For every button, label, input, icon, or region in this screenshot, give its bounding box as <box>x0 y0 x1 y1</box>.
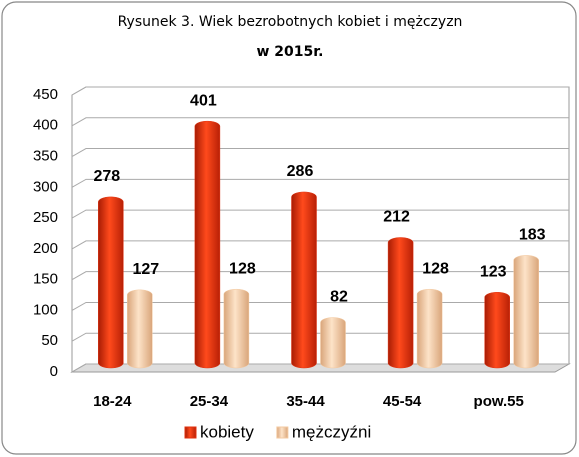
legend-swatch <box>276 426 289 439</box>
x-tick-label: 45-54 <box>383 393 422 410</box>
y-tick-label: 250 <box>33 209 58 226</box>
bar <box>223 288 250 369</box>
bar <box>416 288 443 369</box>
data-label: 278 <box>93 168 120 185</box>
y-tick-label: 400 <box>33 117 58 134</box>
grid-line <box>71 209 569 219</box>
x-tick-label: pow.55 <box>474 393 524 410</box>
data-label: 123 <box>480 264 507 281</box>
y-tick-label: 450 <box>33 86 58 103</box>
y-tick-label: 100 <box>33 301 58 318</box>
y-tick-label: 0 <box>50 363 58 380</box>
legend-label: kobiety <box>200 422 254 441</box>
bar <box>484 292 510 369</box>
grid-line <box>71 178 569 188</box>
y-tick-label: 200 <box>33 240 58 257</box>
bar <box>98 196 124 369</box>
chart-subtitle: w 2015r. <box>257 44 324 60</box>
data-label: 128 <box>422 260 449 277</box>
bar <box>127 289 153 369</box>
y-tick-label: 300 <box>33 178 58 195</box>
chart-title: Rysunek 3. Wiek bezrobotnych kobiet i mę… <box>118 14 463 30</box>
data-label: 183 <box>519 227 546 244</box>
bar <box>387 237 414 369</box>
legend-swatch <box>184 426 197 439</box>
data-label: 128 <box>229 260 256 277</box>
bar <box>194 120 221 369</box>
grid-line <box>71 86 569 96</box>
bar <box>320 317 346 369</box>
data-label: 401 <box>190 92 217 109</box>
x-tick-label: 25-34 <box>190 393 229 410</box>
bar <box>291 191 317 369</box>
data-label: 286 <box>287 163 314 180</box>
x-tick-label: 35-44 <box>286 393 325 410</box>
y-tick-label: 150 <box>33 271 58 288</box>
data-label: 127 <box>132 261 159 278</box>
y-tick-label: 350 <box>33 148 58 165</box>
grid-line <box>71 117 569 127</box>
x-tick-label: 18-24 <box>93 393 132 410</box>
y-tick-label: 50 <box>41 332 58 349</box>
data-label: 212 <box>383 209 410 226</box>
grid-line <box>71 148 569 157</box>
legend-label: mężczyźni <box>292 422 371 441</box>
data-label: 82 <box>330 289 348 306</box>
bar <box>513 255 539 369</box>
